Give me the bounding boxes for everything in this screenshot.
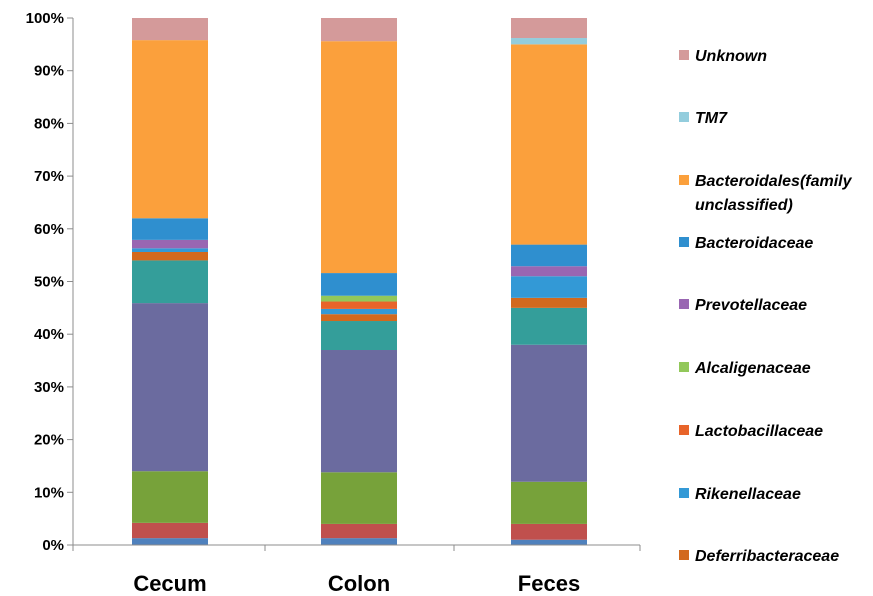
- legend-label: Prevotellaceae: [695, 297, 807, 314]
- legend-swatch: [679, 362, 689, 372]
- bar-segment: [132, 522, 208, 539]
- x-category-label: Cecum: [133, 571, 206, 596]
- legend-label: Bacteroidales(family: [695, 173, 853, 190]
- legend-swatch: [679, 175, 689, 185]
- y-tick-label: 70%: [34, 168, 64, 185]
- bar-segment: [132, 251, 208, 261]
- bar-segment: [511, 266, 587, 277]
- x-category-label: Colon: [328, 571, 390, 596]
- bar-segment: [511, 523, 587, 540]
- bar-segment: [511, 18, 587, 39]
- bar-segment: [132, 303, 208, 472]
- bar-segment: [511, 297, 587, 308]
- bar-segment: [511, 307, 587, 345]
- bar-segment: [321, 538, 397, 545]
- bar-segment: [132, 218, 208, 240]
- y-tick-label: 30%: [34, 379, 64, 396]
- legend-label: Unknown: [695, 48, 767, 65]
- bar-segment: [511, 539, 587, 545]
- bar-segment: [132, 260, 208, 304]
- legend-label: Deferribacteraceae: [695, 548, 839, 565]
- y-tick-label: 40%: [34, 326, 64, 343]
- y-tick-label: 60%: [34, 221, 64, 238]
- y-tick-label: 80%: [34, 115, 64, 132]
- bar-segment: [321, 18, 397, 42]
- legend-swatch: [679, 237, 689, 247]
- legend-swatch: [679, 550, 689, 560]
- y-tick-label: 100%: [26, 10, 64, 27]
- legend-swatch: [679, 50, 689, 60]
- legend-swatch: [679, 112, 689, 122]
- bar-segment: [321, 523, 397, 539]
- bar-segment: [511, 38, 587, 45]
- bar-segment: [132, 471, 208, 523]
- legend-label: Alcaligenaceae: [694, 360, 811, 377]
- bar-segment: [132, 538, 208, 545]
- bar-segment: [132, 248, 208, 252]
- bar-segment: [321, 308, 397, 315]
- bar-segment: [321, 350, 397, 473]
- bar-segment: [511, 481, 587, 524]
- legend-label: Rikenellaceae: [695, 486, 801, 503]
- y-tick-label: 50%: [34, 274, 64, 291]
- bar-segment: [321, 301, 397, 309]
- x-category-label: Feces: [518, 571, 580, 596]
- bar-segment: [511, 344, 587, 482]
- legend-swatch: [679, 425, 689, 435]
- bar-segment: [321, 295, 397, 302]
- y-tick-label: 0%: [42, 537, 64, 554]
- bar-segment: [132, 18, 208, 41]
- bar-segment: [511, 244, 587, 267]
- y-tick-label: 90%: [34, 63, 64, 80]
- bar-segment: [321, 41, 397, 274]
- y-tick-label: 20%: [34, 432, 64, 449]
- bar-segment: [132, 40, 208, 219]
- bar-segment: [321, 273, 397, 296]
- bar-segment: [321, 321, 397, 351]
- bar-segment: [511, 44, 587, 245]
- y-tick-label: 10%: [34, 484, 64, 501]
- bar-segment: [511, 276, 587, 298]
- legend-swatch: [679, 299, 689, 309]
- legend-label: Lactobacillaceae: [695, 423, 823, 440]
- legend-label: unclassified): [695, 197, 793, 214]
- legend-swatch: [679, 488, 689, 498]
- legend-label: TM7: [695, 110, 728, 127]
- bar-segment: [321, 472, 397, 524]
- bar-segment: [321, 314, 397, 322]
- bar-segment: [132, 239, 208, 249]
- legend-label: Bacteroidaceae: [695, 235, 813, 252]
